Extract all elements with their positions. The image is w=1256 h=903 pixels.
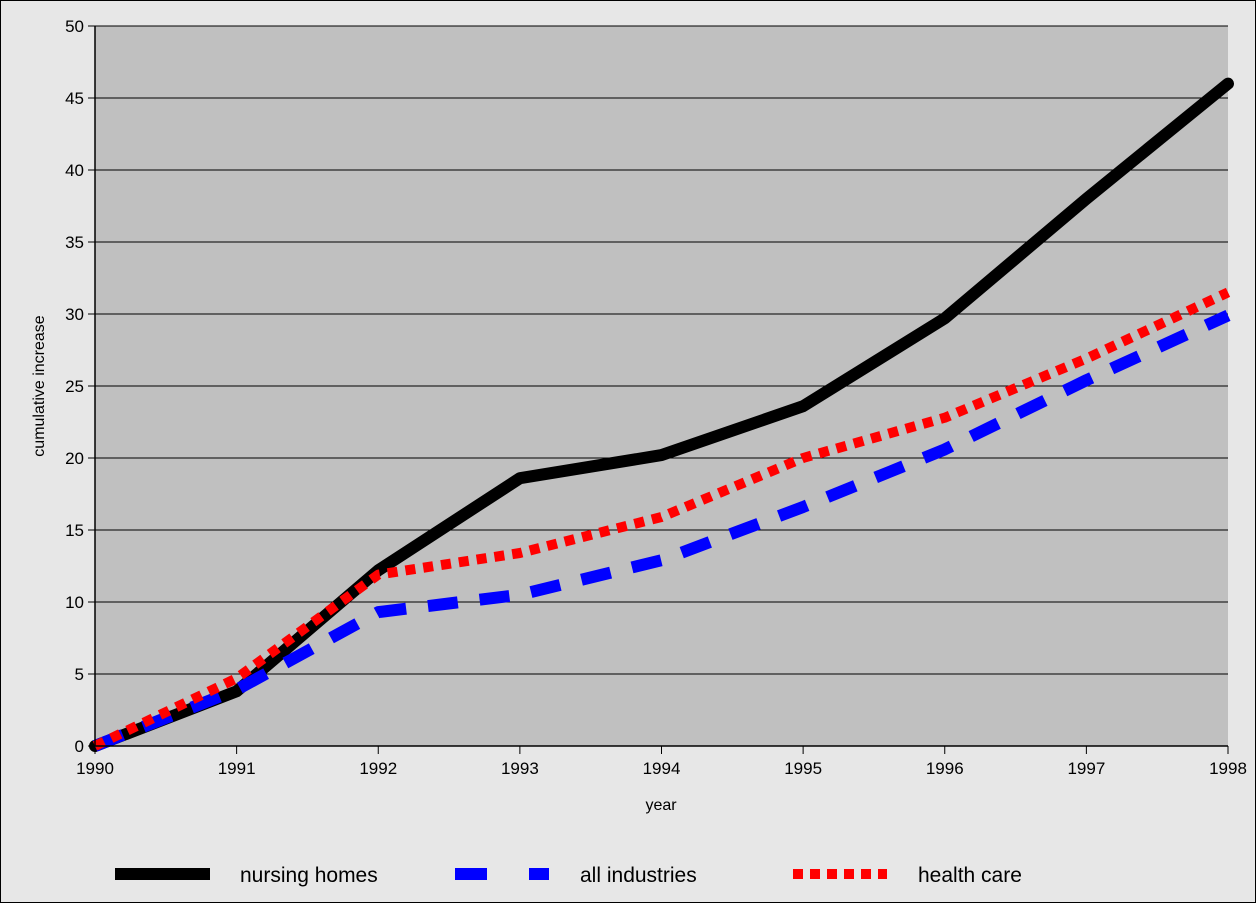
y-tick-label: 45: [65, 89, 84, 108]
x-axis-title: year: [645, 797, 677, 814]
y-tick-label: 40: [65, 161, 84, 180]
gridlines: [95, 25, 1228, 675]
y-tick-label: 35: [65, 233, 84, 252]
y-tick-label: 25: [65, 377, 84, 396]
x-axis-tick-labels: 1990 1991 1992 1993 1994 1995 1996 1997 1998: [76, 746, 1247, 778]
x-tick-label: 1998: [1209, 759, 1247, 778]
x-tick-label: 1995: [784, 759, 822, 778]
y-tick-label: 15: [65, 521, 84, 540]
y-tick-label: 20: [65, 449, 84, 468]
series-line-all-industries: [92, 309, 1231, 752]
series-lines: [89, 77, 1234, 752]
legend-label: health care: [918, 864, 1022, 887]
y-tick-label: 0: [75, 737, 84, 756]
y-axis-title: cumulative increase: [31, 315, 48, 457]
x-tick-label: 1997: [1067, 759, 1105, 778]
series-line-nursing-homes: [89, 77, 1234, 752]
legend-label: nursing homes: [240, 864, 378, 887]
y-axis-tick-labels: 0 5 10 15 20 25 30 35 40 45 50: [65, 17, 95, 756]
x-tick-label: 1996: [926, 759, 964, 778]
y-tick-label: 50: [65, 17, 84, 36]
y-tick-label: 5: [75, 665, 84, 684]
legend-label: all industries: [580, 864, 697, 887]
x-tick-label: 1993: [501, 759, 539, 778]
x-tick-label: 1994: [643, 759, 681, 778]
x-tick-label: 1992: [359, 759, 397, 778]
y-tick-label: 10: [65, 593, 84, 612]
x-tick-label: 1991: [218, 759, 256, 778]
legend: nursing homes all industries health care: [115, 864, 1022, 887]
y-tick-label: 30: [65, 305, 84, 324]
series-line-health-care: [92, 287, 1231, 751]
x-tick-label: 1990: [76, 759, 114, 778]
